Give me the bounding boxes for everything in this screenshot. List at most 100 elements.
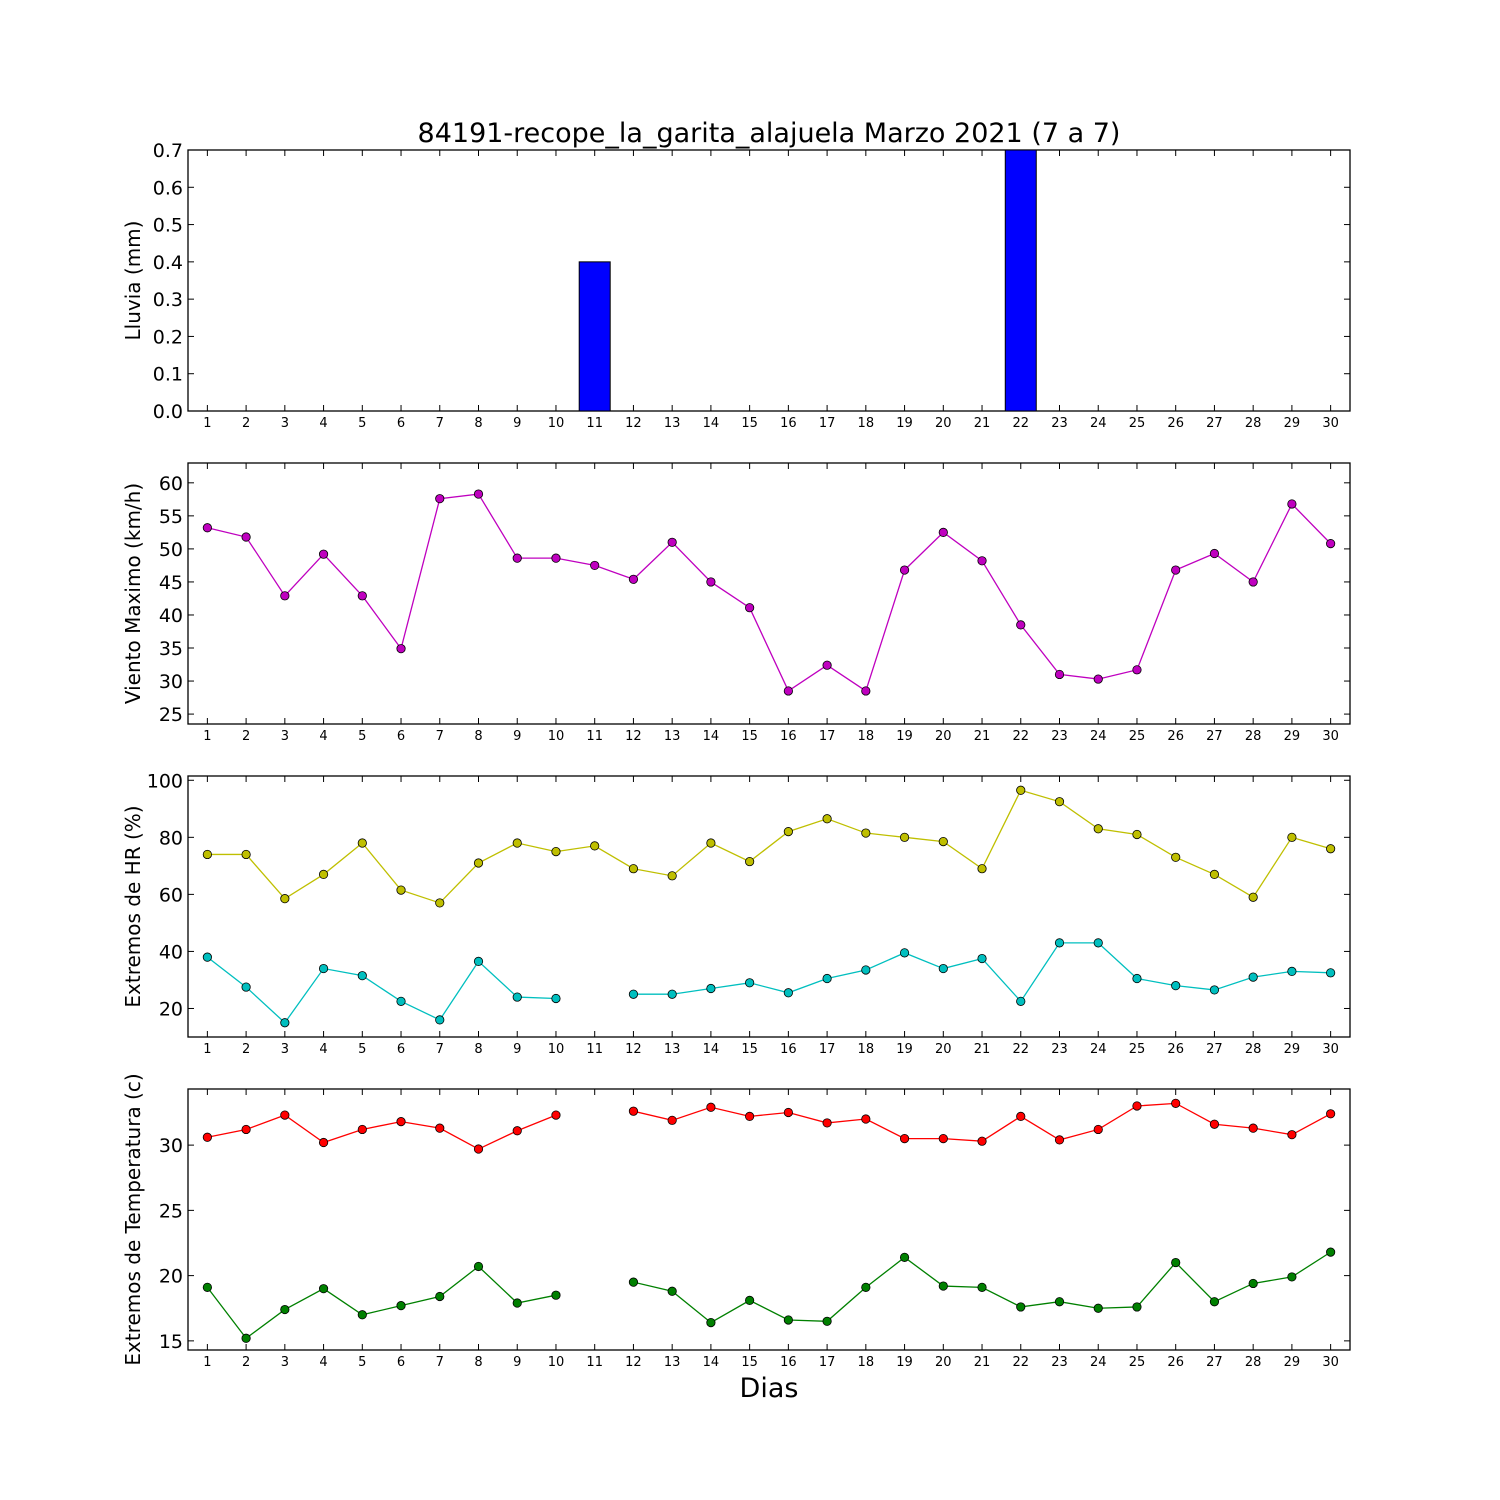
series-1-point-day-28 bbox=[1248, 892, 1258, 902]
series-line-2 bbox=[206, 942, 1331, 1024]
series-2-point-day-1 bbox=[202, 1282, 212, 1292]
x-tick-label: 21 bbox=[974, 729, 991, 744]
x-tick-label: 30 bbox=[1322, 1355, 1339, 1370]
series-1-point-day-7 bbox=[435, 1123, 445, 1133]
series-1-point-day-25 bbox=[1132, 1101, 1142, 1111]
x-tick-label: 15 bbox=[741, 1355, 758, 1370]
series-1-point-day-1 bbox=[202, 849, 212, 860]
x-tick-label: 29 bbox=[1284, 1355, 1301, 1370]
x-tick-label: 26 bbox=[1167, 1042, 1184, 1057]
series-2-point-day-28 bbox=[1248, 972, 1258, 982]
y-tick-label: 15 bbox=[159, 1331, 183, 1353]
x-tick-label: 7 bbox=[436, 1042, 444, 1057]
x-tick-label: 3 bbox=[281, 1042, 289, 1057]
series-1-point-day-15 bbox=[745, 603, 755, 613]
series-2-point-day-23 bbox=[1054, 1297, 1065, 1307]
x-tick-label: 20 bbox=[935, 416, 952, 431]
x-tick-label: 6 bbox=[397, 1355, 405, 1370]
x-tick-label: 14 bbox=[703, 416, 720, 431]
series-1-point-day-14 bbox=[706, 577, 716, 587]
x-tick-label: 15 bbox=[741, 729, 758, 744]
y-tick-label: 0.1 bbox=[153, 364, 183, 386]
x-tick-label: 2 bbox=[242, 1042, 250, 1057]
x-tick-label: 24 bbox=[1090, 416, 1107, 431]
x-tick-label: 12 bbox=[625, 416, 642, 431]
plot-area bbox=[202, 1098, 1336, 1343]
series-1-point-day-5 bbox=[357, 591, 367, 601]
x-tick-label: 19 bbox=[896, 1355, 913, 1370]
bar-day-11 bbox=[578, 261, 611, 411]
series-2-point-day-13 bbox=[667, 989, 677, 999]
x-tick-label: 29 bbox=[1284, 1042, 1301, 1057]
x-tick-label: 20 bbox=[935, 1042, 952, 1057]
series-1-point-day-1 bbox=[202, 523, 212, 533]
series-line-2 bbox=[206, 1251, 1331, 1340]
series-2-point-day-21 bbox=[977, 953, 987, 964]
x-tick-label: 21 bbox=[974, 1042, 991, 1057]
y-tick-label: 0.4 bbox=[153, 252, 183, 274]
x-tick-label: 20 bbox=[935, 729, 952, 744]
series-2-point-day-4 bbox=[318, 1284, 329, 1294]
y-tick-label: 0.6 bbox=[153, 177, 183, 199]
x-tick-label: 17 bbox=[819, 416, 836, 431]
x-tick-label: 16 bbox=[780, 1355, 797, 1370]
panel-1: 0.00.10.20.30.40.50.60.71 2 3 4 5 6 7 8 9 10 11 12 1… bbox=[121, 118, 1351, 431]
series-2-point-day-8 bbox=[473, 956, 484, 967]
x-tick-label: 5 bbox=[358, 1042, 366, 1057]
x-tick-label: 17 bbox=[819, 1042, 836, 1057]
series-1-point-day-24 bbox=[1093, 1124, 1103, 1135]
series-1-point-day-18 bbox=[861, 1114, 871, 1124]
series-1-point-day-7 bbox=[435, 898, 445, 908]
x-tick-label: 15 bbox=[741, 1042, 758, 1057]
y-tick-label: 55 bbox=[159, 506, 183, 528]
series-2-point-day-17 bbox=[822, 973, 832, 984]
series-1-point-day-16 bbox=[783, 827, 793, 837]
series-1-point-day-25 bbox=[1132, 829, 1142, 840]
x-tick-label: 8 bbox=[474, 1355, 482, 1370]
series-1-point-day-3 bbox=[280, 591, 290, 601]
series-2-point-day-30 bbox=[1326, 1247, 1336, 1257]
series-2-point-day-5 bbox=[357, 1310, 367, 1320]
series-1-point-day-10 bbox=[551, 846, 561, 857]
x-tick-label: 30 bbox=[1322, 1042, 1339, 1057]
x-tick-label: 12 bbox=[625, 1355, 642, 1370]
x-tick-label: 7 bbox=[436, 729, 444, 744]
series-2-point-day-24 bbox=[1093, 1303, 1103, 1313]
series-1-point-day-23 bbox=[1054, 669, 1065, 680]
x-tick-label: 8 bbox=[474, 729, 482, 744]
series-1-point-day-2 bbox=[241, 1124, 251, 1135]
y-tick-label: 0.3 bbox=[153, 289, 183, 311]
series-2-point-day-27 bbox=[1209, 985, 1220, 995]
series-1-point-day-13 bbox=[667, 537, 677, 547]
x-tick-label: 26 bbox=[1167, 729, 1184, 744]
series-1-point-day-20 bbox=[938, 527, 948, 537]
x-tick-label: 28 bbox=[1245, 729, 1262, 744]
x-tick-label: 16 bbox=[780, 1042, 797, 1057]
x-tick-label: 11 bbox=[586, 1042, 603, 1057]
plot-frame bbox=[187, 775, 1351, 1038]
series-1-point-day-19 bbox=[899, 832, 910, 842]
x-tick-label: 25 bbox=[1129, 1355, 1146, 1370]
x-tick-label: 14 bbox=[703, 729, 720, 744]
series-2-point-day-17 bbox=[822, 1316, 832, 1326]
series-1-point-day-26 bbox=[1171, 1098, 1181, 1108]
chart-title: 84191-recope_la_garita_alajuela Marzo 20… bbox=[418, 118, 1121, 149]
x-tick-label: 3 bbox=[281, 1355, 289, 1370]
x-tick-label: 4 bbox=[319, 729, 327, 744]
series-2-point-day-10 bbox=[551, 1290, 561, 1300]
y-axis-label: Lluvia (mm) bbox=[121, 221, 145, 341]
y-tick-label: 20 bbox=[159, 1266, 183, 1288]
x-tick-label: 1 bbox=[203, 1042, 211, 1057]
x-tick-label: 18 bbox=[858, 416, 875, 431]
y-tick-label: 35 bbox=[159, 638, 183, 660]
x-tick-label: 7 bbox=[436, 1355, 444, 1370]
x-tick-label: 23 bbox=[1051, 1042, 1068, 1057]
x-tick-label: 22 bbox=[1012, 1355, 1029, 1370]
series-2-point-day-16 bbox=[783, 1315, 793, 1325]
series-1-point-day-6 bbox=[396, 1117, 406, 1127]
plot-frame bbox=[187, 1088, 1351, 1351]
series-line-1 bbox=[207, 789, 1331, 904]
x-tick-label: 13 bbox=[664, 1042, 681, 1057]
series-2-point-day-7 bbox=[435, 1291, 445, 1302]
